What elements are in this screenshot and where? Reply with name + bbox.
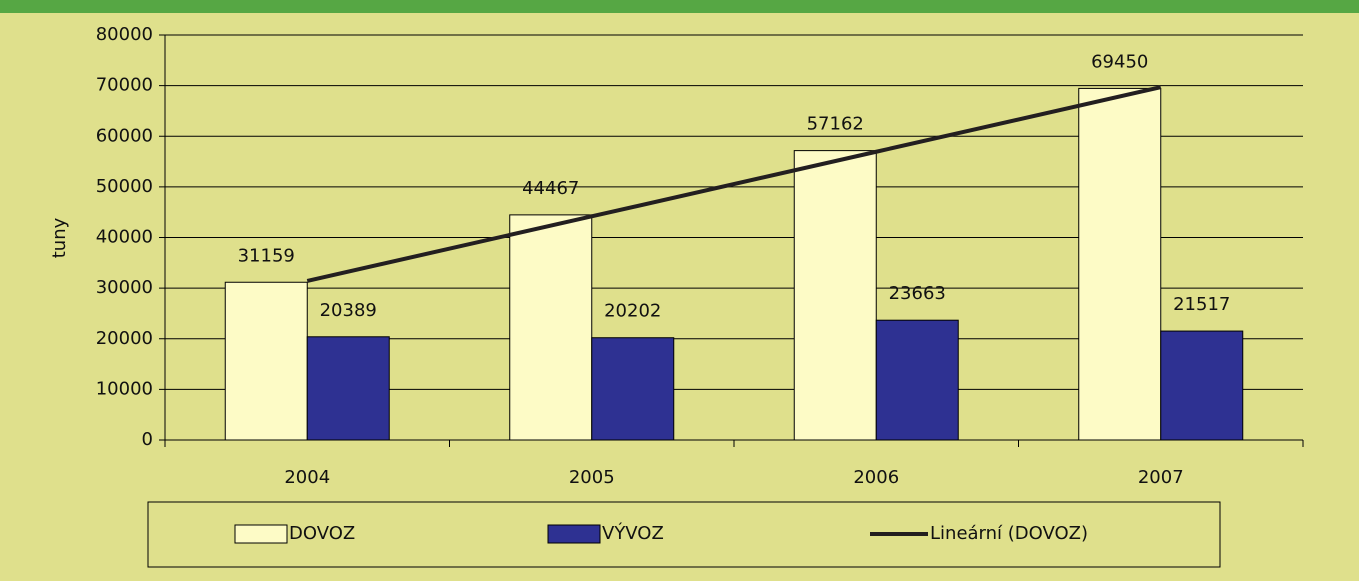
header-band	[0, 0, 1359, 13]
bar	[509, 214, 593, 441]
x-tick-label: 2007	[1138, 467, 1184, 488]
trend-line	[306, 85, 1162, 283]
legend-label: DOVOZ	[289, 523, 355, 544]
legend-label: Lineární (DOVOZ)	[930, 523, 1088, 544]
y-tick-label: 30000	[96, 277, 153, 298]
legend-swatch	[547, 524, 601, 544]
bar	[793, 150, 877, 441]
data-label: 44467	[522, 178, 579, 199]
legend-box	[147, 501, 1221, 568]
data-label: 20202	[604, 301, 661, 322]
bar	[1078, 87, 1162, 441]
bar	[306, 336, 390, 441]
bar	[1160, 330, 1244, 441]
data-label: 57162	[807, 114, 864, 135]
data-label: 23663	[889, 283, 946, 304]
y-tick-label: 70000	[96, 75, 153, 96]
data-label: 20389	[320, 300, 377, 321]
x-tick-label: 2004	[284, 467, 330, 488]
y-tick-label: 50000	[96, 176, 153, 197]
y-tick-label: 40000	[96, 227, 153, 248]
legend-swatch	[234, 524, 288, 544]
y-tick-label: 60000	[96, 125, 153, 146]
x-tick-label: 2005	[569, 467, 615, 488]
y-tick-label: 10000	[96, 378, 153, 399]
data-label: 31159	[238, 245, 295, 266]
data-label: 21517	[1173, 294, 1230, 315]
y-tick-label: 0	[142, 429, 153, 450]
data-label: 69450	[1091, 51, 1148, 72]
bar	[224, 281, 308, 441]
y-tick-label: 80000	[96, 24, 153, 45]
y-tick-label: 20000	[96, 328, 153, 349]
legend-label: VÝVOZ	[602, 522, 664, 544]
x-tick-label: 2006	[853, 467, 899, 488]
y-axis-label: tuny	[49, 217, 70, 258]
bar	[875, 319, 959, 441]
bar	[591, 337, 675, 441]
